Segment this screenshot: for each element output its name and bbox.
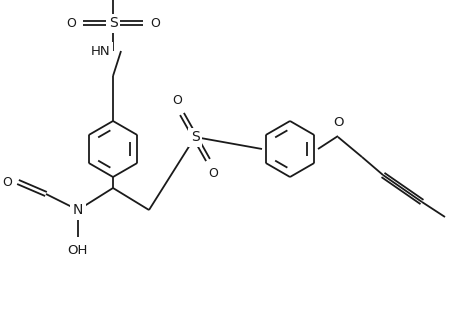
- Text: O: O: [208, 167, 218, 180]
- Text: N: N: [73, 203, 83, 217]
- Text: OH: OH: [67, 244, 87, 257]
- Text: S: S: [109, 16, 117, 30]
- Text: HN: HN: [91, 44, 110, 57]
- Text: S: S: [191, 130, 200, 144]
- Text: O: O: [150, 17, 160, 30]
- Text: O: O: [334, 116, 344, 129]
- Text: O: O: [172, 94, 182, 107]
- Text: O: O: [66, 17, 76, 30]
- Text: O: O: [2, 176, 12, 189]
